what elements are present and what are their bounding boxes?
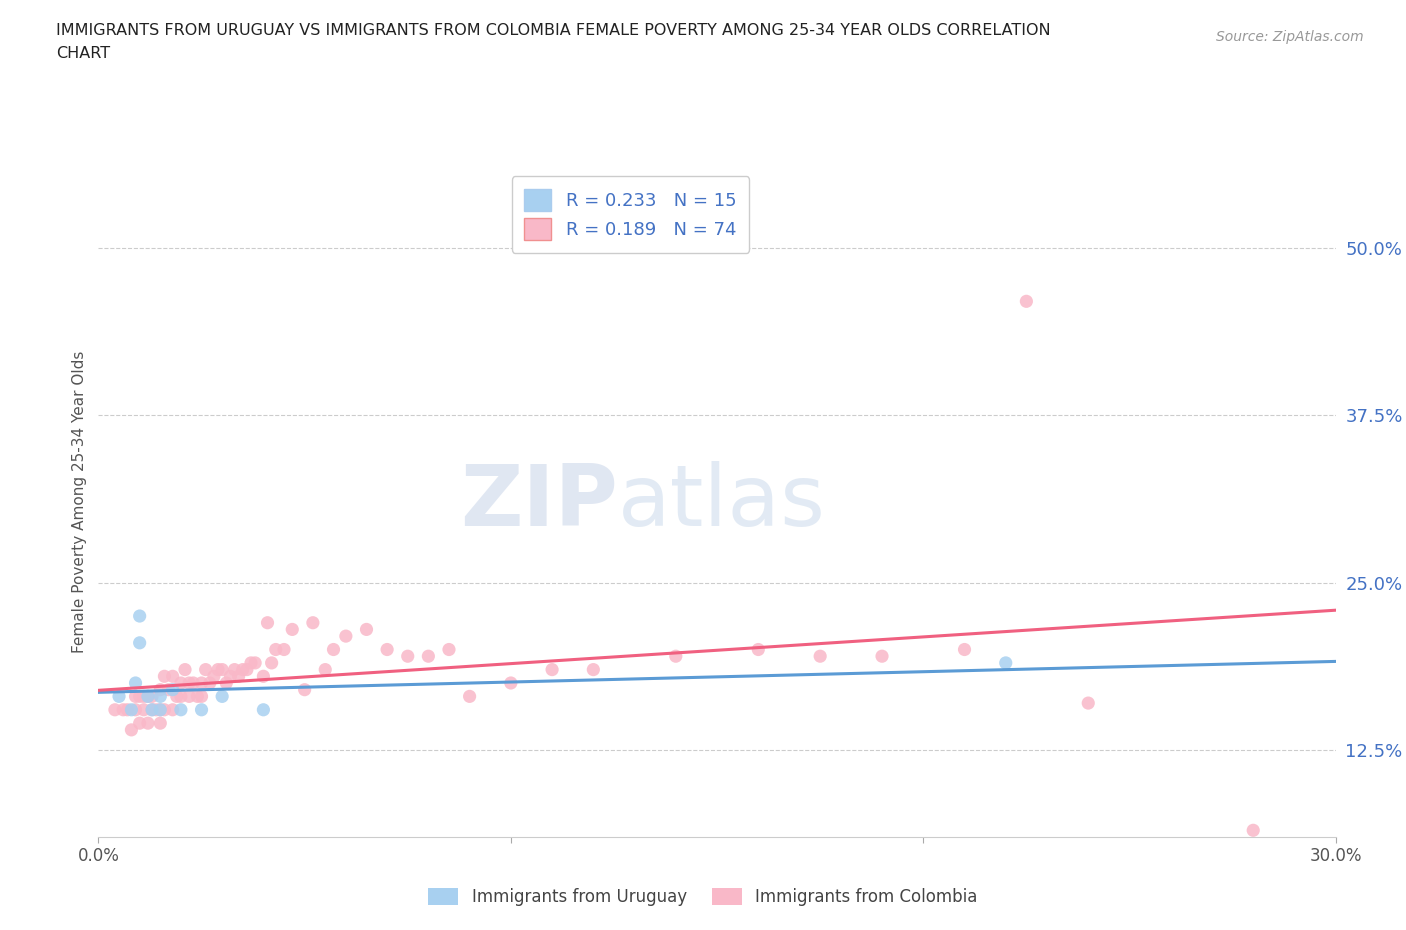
Point <box>166 689 188 704</box>
Text: ZIP: ZIP <box>460 460 619 544</box>
Point <box>190 702 212 717</box>
Point <box>224 662 246 677</box>
Point <box>194 662 217 677</box>
Point <box>211 689 233 704</box>
Point <box>375 642 398 657</box>
Point <box>162 683 184 698</box>
Legend: Immigrants from Uruguay, Immigrants from Colombia: Immigrants from Uruguay, Immigrants from… <box>422 881 984 912</box>
Point <box>141 702 163 717</box>
Point <box>149 689 172 704</box>
Point <box>243 656 266 671</box>
Point <box>207 662 229 677</box>
Point <box>149 683 172 698</box>
Point <box>1241 823 1264 838</box>
Text: Source: ZipAtlas.com: Source: ZipAtlas.com <box>1216 30 1364 44</box>
Point <box>141 689 163 704</box>
Point <box>281 622 304 637</box>
Point <box>149 702 172 717</box>
Point <box>117 702 139 717</box>
Point <box>273 642 295 657</box>
Point <box>124 689 146 704</box>
Point <box>149 716 172 731</box>
Point <box>162 669 184 684</box>
Point <box>808 649 831 664</box>
Point <box>190 689 212 704</box>
Point <box>870 649 893 664</box>
Point <box>1015 294 1038 309</box>
Point <box>181 675 204 690</box>
Point <box>124 702 146 717</box>
Point <box>215 675 238 690</box>
Point <box>665 649 688 664</box>
Point <box>211 662 233 677</box>
Text: atlas: atlas <box>619 460 827 544</box>
Point <box>396 649 419 664</box>
Point <box>240 656 263 671</box>
Point <box>136 689 159 704</box>
Point <box>190 675 212 690</box>
Point <box>179 675 201 690</box>
Point <box>108 689 131 704</box>
Point <box>170 689 193 704</box>
Legend: R = 0.233   N = 15, R = 0.189   N = 74: R = 0.233 N = 15, R = 0.189 N = 74 <box>512 177 749 253</box>
Point <box>198 675 221 690</box>
Point <box>128 716 150 731</box>
Point <box>128 608 150 623</box>
Point <box>149 702 172 717</box>
Point <box>356 622 378 637</box>
Point <box>499 675 522 690</box>
Point <box>541 662 564 677</box>
Point <box>202 669 225 684</box>
Point <box>162 702 184 717</box>
Point <box>228 669 250 684</box>
Point <box>260 656 283 671</box>
Point <box>256 616 278 631</box>
Point <box>219 669 242 684</box>
Point <box>157 683 180 698</box>
Point <box>170 702 193 717</box>
Point <box>186 689 208 704</box>
Point <box>132 689 155 704</box>
Point <box>264 642 287 657</box>
Y-axis label: Female Poverty Among 25-34 Year Olds: Female Poverty Among 25-34 Year Olds <box>72 351 87 654</box>
Point <box>252 669 274 684</box>
Point <box>747 642 769 657</box>
Point <box>179 689 201 704</box>
Point <box>953 642 976 657</box>
Point <box>994 656 1017 671</box>
Point <box>232 662 254 677</box>
Point <box>302 616 325 631</box>
Point <box>141 702 163 717</box>
Point <box>174 662 197 677</box>
Point <box>170 675 193 690</box>
Text: CHART: CHART <box>56 46 110 61</box>
Point <box>124 675 146 690</box>
Point <box>136 689 159 704</box>
Point <box>128 689 150 704</box>
Point <box>322 642 344 657</box>
Point <box>294 683 316 698</box>
Point <box>236 662 259 677</box>
Point <box>314 662 336 677</box>
Point <box>132 702 155 717</box>
Point <box>136 716 159 731</box>
Text: IMMIGRANTS FROM URUGUAY VS IMMIGRANTS FROM COLOMBIA FEMALE POVERTY AMONG 25-34 Y: IMMIGRANTS FROM URUGUAY VS IMMIGRANTS FR… <box>56 23 1050 38</box>
Point <box>145 702 167 717</box>
Point <box>112 702 135 717</box>
Point <box>252 702 274 717</box>
Point <box>437 642 460 657</box>
Point <box>120 702 142 717</box>
Point <box>120 723 142 737</box>
Point <box>1077 696 1099 711</box>
Point <box>153 669 176 684</box>
Point <box>418 649 440 664</box>
Point <box>128 635 150 650</box>
Point <box>153 702 176 717</box>
Point <box>458 689 481 704</box>
Point <box>582 662 605 677</box>
Point <box>335 629 357 644</box>
Point <box>104 702 127 717</box>
